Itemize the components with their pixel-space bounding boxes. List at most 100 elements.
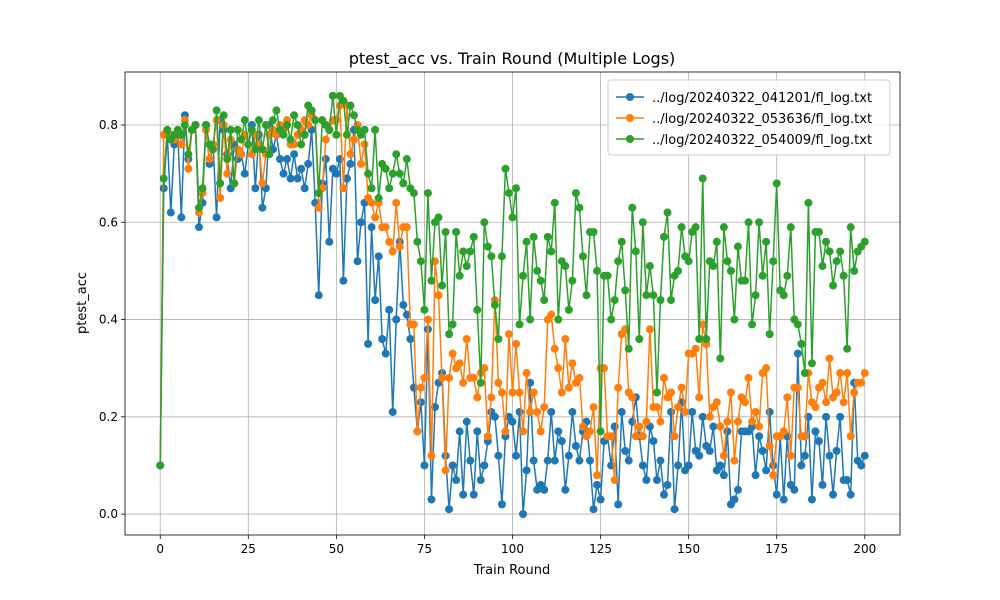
point [462, 417, 471, 426]
point [765, 441, 774, 450]
point [445, 330, 454, 339]
point [564, 451, 573, 460]
point [667, 388, 676, 397]
point [593, 480, 602, 489]
point [614, 500, 623, 509]
point [684, 461, 693, 470]
point [455, 271, 464, 280]
point [258, 145, 267, 154]
point [688, 407, 697, 416]
point [497, 388, 506, 397]
legend-marker [626, 135, 634, 143]
point [684, 257, 693, 266]
point [219, 111, 228, 120]
point [399, 300, 408, 309]
point [769, 257, 778, 266]
point [822, 412, 831, 421]
point [346, 159, 355, 168]
point [723, 257, 732, 266]
point [293, 174, 302, 183]
point [800, 451, 809, 460]
point [209, 145, 218, 154]
point [519, 271, 528, 280]
point [649, 437, 658, 446]
point [279, 130, 288, 139]
point [691, 344, 700, 353]
x-tick-label: 0 [156, 542, 164, 556]
point [286, 174, 295, 183]
point [441, 228, 450, 237]
point [755, 422, 764, 431]
point [261, 121, 270, 130]
point [663, 480, 672, 489]
point [473, 393, 482, 402]
point [733, 417, 742, 426]
legend-label: ../log/20240322_053636/fl_log.txt [652, 112, 872, 127]
point [779, 291, 788, 300]
point [691, 223, 700, 232]
point [385, 184, 394, 193]
point [561, 262, 570, 271]
point [621, 286, 630, 295]
point [244, 140, 253, 149]
point [804, 198, 813, 207]
point [850, 266, 859, 275]
point [674, 403, 683, 412]
point [494, 451, 503, 460]
point [783, 271, 792, 280]
point [695, 451, 704, 460]
point [818, 378, 827, 387]
point [614, 383, 623, 392]
point [388, 169, 397, 178]
point [811, 427, 820, 436]
point [860, 237, 869, 246]
point [779, 495, 788, 504]
point [769, 471, 778, 480]
point [846, 223, 855, 232]
y-axis-label: ptest_acc [75, 272, 90, 334]
point [529, 456, 538, 465]
point [741, 398, 749, 407]
point [416, 257, 425, 266]
point [589, 403, 598, 412]
point [420, 373, 429, 382]
point [698, 412, 707, 421]
point [223, 155, 232, 164]
point [438, 281, 447, 290]
point [293, 121, 302, 130]
point [483, 432, 492, 441]
point [349, 111, 358, 120]
point [652, 388, 661, 397]
point [836, 247, 845, 256]
point [571, 441, 580, 450]
point [184, 150, 193, 159]
point [755, 218, 764, 227]
point [642, 476, 651, 485]
point [846, 490, 855, 499]
point [642, 417, 651, 426]
point [642, 291, 651, 300]
point [216, 179, 225, 188]
point [807, 359, 816, 368]
point [395, 242, 404, 251]
point [490, 300, 499, 309]
point [226, 125, 235, 134]
point [649, 291, 658, 300]
point [399, 179, 408, 188]
legend-label: ../log/20240322_054009/fl_log.txt [652, 133, 872, 148]
point [557, 388, 566, 397]
point [504, 189, 513, 198]
point [571, 189, 580, 198]
point [822, 398, 831, 407]
point [716, 461, 725, 470]
point [674, 461, 683, 470]
point [529, 232, 538, 241]
point [652, 476, 661, 485]
point [462, 335, 471, 344]
point [564, 305, 573, 314]
point [466, 247, 475, 256]
point [402, 310, 411, 319]
point [719, 223, 728, 232]
point [575, 203, 584, 212]
